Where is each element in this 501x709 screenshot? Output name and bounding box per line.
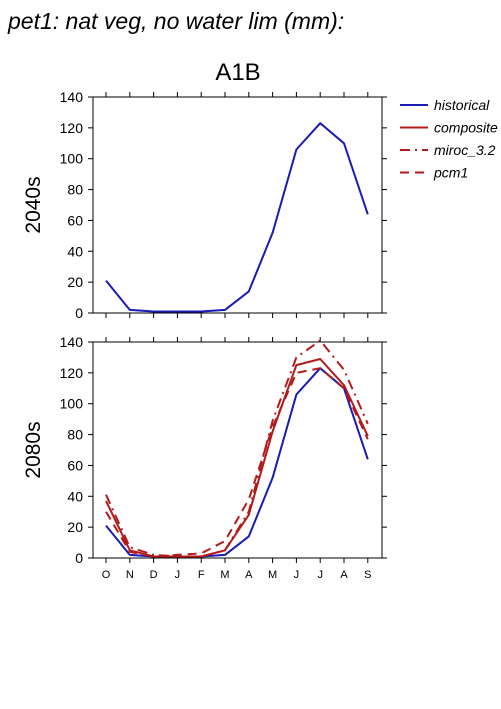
legend-label-miroc_3.2: miroc_3.2 (434, 142, 496, 158)
legend-label-pcm1: pcm1 (433, 165, 468, 181)
x-tick-label: M (220, 569, 229, 581)
x-tick-label: A (245, 569, 253, 581)
series-line-historical (105, 122, 369, 313)
x-tick-label: J (294, 569, 300, 581)
legend: historical composite miroc_3.2 pcm1 (400, 97, 498, 181)
y-tick-label: 140 (60, 334, 84, 350)
y-tick-label: 80 (67, 182, 83, 198)
x-tick-label: N (126, 569, 134, 581)
y-tick-label: 0 (75, 550, 83, 566)
legend-label-historical: historical (434, 97, 490, 113)
y-tick-label: 120 (60, 365, 84, 381)
y-tick-label: 60 (67, 457, 83, 473)
y-tick-label: 120 (60, 120, 84, 136)
x-tick-label: S (364, 569, 371, 581)
scenario-label: A1B (215, 59, 260, 86)
y-tick-label: 40 (67, 488, 83, 504)
x-tick-label: D (150, 569, 158, 581)
x-tick-label: O (102, 569, 111, 581)
plot-frame (92, 96, 383, 314)
y-tick-label: 80 (67, 427, 83, 443)
x-tick-label: M (268, 569, 277, 581)
y-tick-label: 60 (67, 212, 83, 228)
plot-frame (92, 341, 383, 559)
series-line-composite (105, 358, 369, 558)
panel-2080s: 0 20 40 60 80 100 120 140 O N D J F M A M J J A S 2080s (22, 334, 387, 581)
chart-title: pet1: nat veg, no water lim (mm): (7, 8, 344, 34)
x-tick-label: J (317, 569, 323, 581)
series-line-miroc_3.2 (105, 339, 369, 558)
y-tick-label: 140 (60, 89, 84, 105)
y-tick-label: 100 (60, 151, 84, 167)
y-tick-label: 0 (75, 305, 83, 321)
legend-label-composite: composite (434, 120, 498, 136)
panel-2040s: 0 20 40 60 80 100 120 140 2040s (22, 89, 387, 321)
x-tick-label: A (340, 569, 348, 581)
y-tick-label: 20 (67, 519, 83, 535)
y-tick-label: 40 (67, 243, 83, 259)
series-line-historical (105, 367, 369, 558)
x-tick-label: J (175, 569, 181, 581)
series-line-pcm1 (105, 367, 369, 558)
panel-label: 2040s (22, 176, 45, 233)
panel-label: 2080s (22, 421, 45, 478)
x-tick-label: F (198, 569, 205, 581)
y-tick-label: 20 (67, 274, 83, 290)
y-tick-label: 100 (60, 396, 84, 412)
